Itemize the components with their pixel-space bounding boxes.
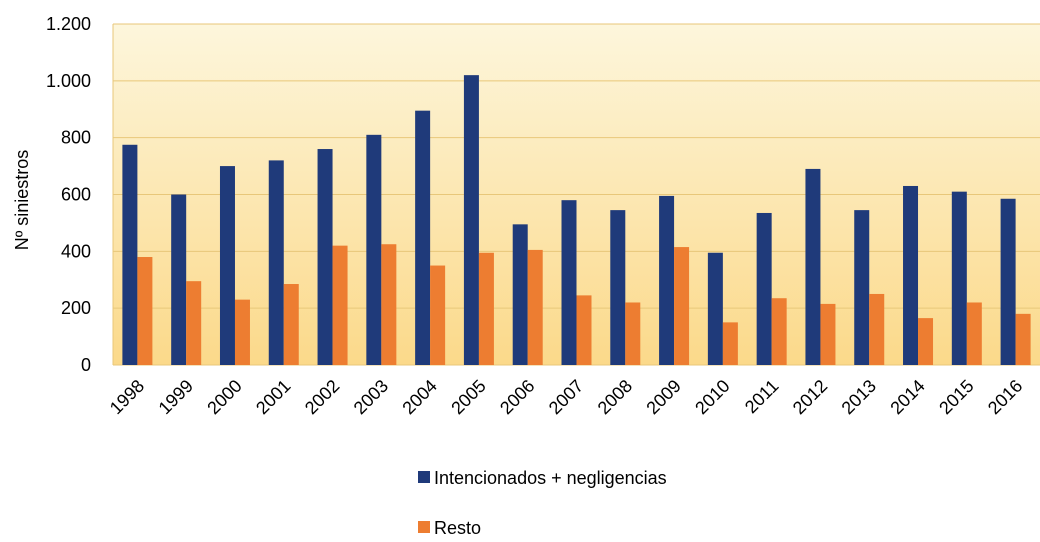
bar bbox=[1015, 313, 1031, 365]
bar bbox=[918, 318, 934, 365]
bar bbox=[332, 245, 348, 365]
y-tick-label: 1.200 bbox=[46, 14, 91, 34]
y-tick-label: 200 bbox=[61, 298, 91, 318]
legend-label: Intencionados + negligencias bbox=[434, 468, 667, 488]
bar bbox=[415, 110, 431, 365]
x-tick-label: 2000 bbox=[203, 376, 245, 418]
x-tick-label: 2002 bbox=[301, 376, 343, 418]
bar bbox=[463, 75, 479, 366]
x-tick-label: 2008 bbox=[594, 376, 636, 418]
bar bbox=[137, 257, 153, 365]
y-tick-label: 600 bbox=[61, 185, 91, 205]
bar bbox=[234, 299, 250, 365]
bar bbox=[805, 168, 821, 365]
bar bbox=[674, 247, 690, 365]
bar bbox=[527, 249, 543, 365]
bar bbox=[268, 160, 284, 365]
x-tick-label: 2010 bbox=[691, 376, 733, 418]
bar bbox=[869, 293, 885, 365]
bar bbox=[478, 252, 494, 365]
x-tick-label: 2005 bbox=[447, 376, 489, 418]
x-tick-label: 2004 bbox=[399, 376, 441, 418]
x-tick-label: 2003 bbox=[350, 376, 392, 418]
x-tick-label: 2012 bbox=[789, 376, 831, 418]
x-tick-label: 1999 bbox=[155, 376, 197, 418]
bar bbox=[283, 284, 299, 365]
x-tick-label: 2007 bbox=[545, 376, 587, 418]
y-tick-label: 400 bbox=[61, 241, 91, 261]
bar bbox=[561, 200, 577, 365]
legend-label: Resto bbox=[434, 518, 481, 537]
bar bbox=[317, 149, 333, 365]
bar bbox=[820, 303, 836, 365]
bar bbox=[171, 194, 187, 365]
y-tick-label: 800 bbox=[61, 128, 91, 148]
x-tick-label: 2011 bbox=[741, 376, 783, 418]
bar bbox=[756, 212, 772, 365]
bar bbox=[854, 210, 870, 365]
bar bbox=[659, 195, 675, 365]
y-axis-label: Nº siniestros bbox=[12, 150, 32, 251]
bar bbox=[219, 166, 235, 365]
bar bbox=[1000, 198, 1016, 365]
x-tick-label: 1998 bbox=[106, 376, 148, 418]
bar bbox=[381, 244, 397, 365]
x-tick-label: 2016 bbox=[984, 376, 1026, 418]
bar bbox=[625, 302, 641, 365]
x-tick-label: 2013 bbox=[838, 376, 880, 418]
bar bbox=[366, 134, 382, 365]
bar bbox=[951, 191, 967, 365]
x-tick-label: 2014 bbox=[886, 376, 928, 418]
bar bbox=[722, 322, 738, 365]
bar bbox=[707, 252, 723, 365]
x-tick-label: 2015 bbox=[935, 376, 977, 418]
legend-swatch bbox=[418, 521, 430, 533]
bar bbox=[966, 302, 982, 365]
bar bbox=[186, 281, 202, 365]
y-tick-label: 0 bbox=[81, 355, 91, 375]
x-tick-label: 2001 bbox=[252, 376, 294, 418]
bar bbox=[122, 144, 138, 365]
bar bbox=[512, 224, 528, 365]
x-tick-label: 2009 bbox=[642, 376, 684, 418]
y-tick-label: 1.000 bbox=[46, 71, 91, 91]
legend-swatch bbox=[418, 471, 430, 483]
bar bbox=[610, 210, 626, 365]
bar bbox=[576, 295, 592, 365]
bar bbox=[771, 298, 787, 365]
bar bbox=[430, 265, 446, 365]
bar bbox=[903, 185, 919, 365]
x-tick-label: 2006 bbox=[496, 376, 538, 418]
